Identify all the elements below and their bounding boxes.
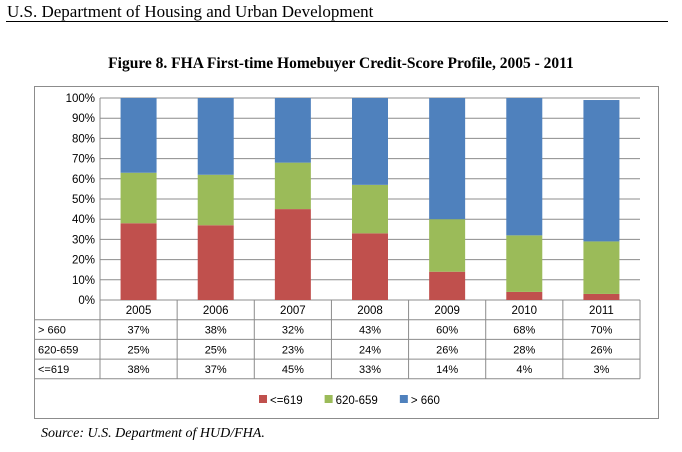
- category-label: 2007: [280, 305, 306, 317]
- category-label: 2009: [434, 305, 460, 317]
- y-tick-label: 30%: [72, 234, 95, 246]
- table-row-header: > 660: [38, 325, 66, 337]
- y-tick-label: 50%: [72, 194, 95, 206]
- bar-le619-2006: [197, 225, 234, 300]
- legend-swatch: [259, 395, 267, 403]
- category-label: 2005: [126, 305, 152, 317]
- y-tick-label: 70%: [72, 154, 95, 166]
- source-note: Source: U.S. Department of HUD/FHA.: [41, 426, 265, 441]
- table-cell: 68%: [513, 325, 535, 337]
- y-tick-label: 10%: [72, 275, 95, 287]
- bar-620-659-2007: [274, 162, 311, 210]
- table-cell: 4%: [516, 364, 532, 376]
- bar-620-659-2005: [120, 172, 157, 224]
- table-cell: 25%: [205, 344, 227, 356]
- bar-620-659-2008: [352, 184, 388, 234]
- bar-620-659-2011: [583, 241, 620, 294]
- table-cell: 3%: [593, 364, 609, 376]
- y-tick-label: 90%: [72, 113, 95, 125]
- legend-swatch: [399, 395, 408, 403]
- legend-label: <=619: [270, 395, 303, 407]
- table-cell: 45%: [282, 364, 304, 376]
- table-cell: 60%: [436, 325, 458, 337]
- bar-gt660-2009: [429, 98, 466, 220]
- bar-le619-2011: [583, 293, 620, 300]
- table-cell: 33%: [359, 364, 381, 376]
- table-cell: 32%: [282, 325, 304, 337]
- table-cell: 25%: [128, 344, 150, 356]
- category-label: 2011: [589, 305, 614, 317]
- y-tick-label: 40%: [72, 214, 95, 226]
- bar-620-659-2006: [197, 174, 234, 226]
- bar-gt660-2006: [197, 98, 234, 175]
- legend-label: 620-659: [336, 395, 378, 407]
- header-rule: [6, 21, 668, 22]
- category-label: 2006: [203, 305, 229, 317]
- table-cell: 43%: [359, 325, 381, 337]
- figure-title: Figure 8. FHA First-time Homebuyer Credi…: [108, 55, 574, 72]
- y-tick-label: 20%: [72, 255, 95, 267]
- bar-gt660-2005: [120, 98, 157, 173]
- legend-label: > 660: [411, 395, 440, 407]
- y-tick-label: 0%: [78, 295, 95, 307]
- y-tick-label: 100%: [66, 93, 95, 105]
- document-header: U.S. Department of Housing and Urban Dev…: [7, 2, 374, 21]
- y-tick-label: 80%: [72, 133, 95, 145]
- table-cell: 14%: [436, 364, 458, 376]
- bar-le619-2009: [429, 271, 466, 300]
- category-label: 2008: [357, 305, 383, 317]
- table-row-header: <=619: [38, 364, 69, 376]
- table-cell: 28%: [513, 344, 535, 356]
- table-cell: 26%: [590, 344, 612, 356]
- bar-gt660-2007: [274, 98, 311, 163]
- bar-le619-2007: [274, 209, 311, 300]
- bar-le619-2008: [352, 233, 388, 300]
- table-cell: 37%: [128, 325, 150, 337]
- y-tick-label: 60%: [72, 174, 95, 186]
- table-cell: 70%: [590, 325, 612, 337]
- bar-le619-2010: [506, 291, 543, 300]
- bar-620-659-2010: [506, 235, 543, 292]
- table-row-header: 620-659: [38, 344, 78, 356]
- bar-620-659-2009: [429, 219, 466, 272]
- table-cell: 38%: [128, 364, 150, 376]
- bar-gt660-2011: [583, 100, 620, 242]
- bar-le619-2005: [120, 223, 157, 300]
- stacked-bar-chart: 0% 10% 20% 30% 40% 50% 60% 70% 80% 90% 100% 2005 200…: [34, 93, 641, 407]
- table-cell: 23%: [282, 344, 304, 356]
- legend-swatch: [324, 395, 333, 403]
- table-cell: 37%: [205, 364, 227, 376]
- category-label: 2010: [511, 305, 537, 317]
- table-cell: 26%: [436, 344, 458, 356]
- bar-gt660-2008: [352, 98, 388, 185]
- table-cell: 24%: [359, 344, 381, 356]
- bar-gt660-2010: [506, 98, 543, 236]
- table-cell: 38%: [205, 325, 227, 337]
